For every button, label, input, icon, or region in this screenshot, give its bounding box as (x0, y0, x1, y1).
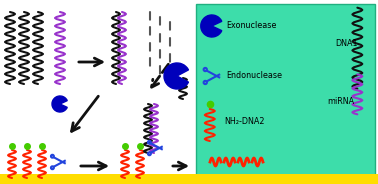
Text: Exonuclease: Exonuclease (226, 22, 276, 31)
Text: DNA1: DNA1 (335, 40, 358, 49)
FancyBboxPatch shape (0, 174, 196, 184)
Text: Endonuclease: Endonuclease (226, 72, 282, 81)
Wedge shape (52, 96, 67, 112)
Wedge shape (164, 63, 189, 89)
FancyBboxPatch shape (196, 174, 378, 184)
Text: miRNA: miRNA (327, 96, 355, 105)
FancyBboxPatch shape (196, 4, 375, 180)
Text: NH₂-DNA2: NH₂-DNA2 (224, 116, 264, 125)
Wedge shape (201, 15, 222, 37)
